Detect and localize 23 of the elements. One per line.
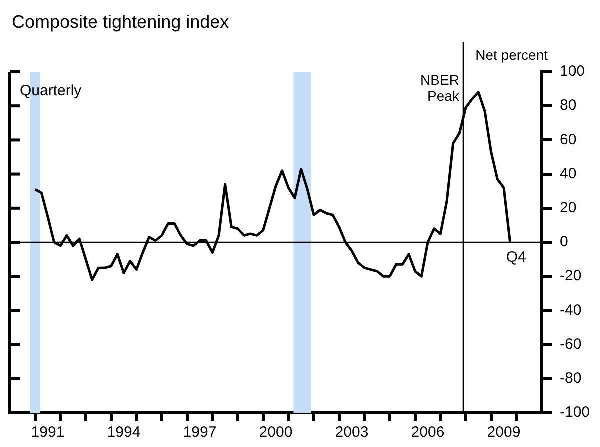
annotation: Quarterly [20,82,82,100]
x-tick-label: 1997 [183,424,217,442]
y-tick-label: -20 [560,268,582,285]
y-tick-label: 40 [560,165,577,182]
y-tick-label: -40 [560,302,582,319]
y-tick-label: 60 [560,131,577,148]
x-tick-label: 2009 [487,424,521,442]
y-tick-label: 100 [560,63,586,80]
ref-line-label: NBER Peak [420,72,460,104]
y-tick-label: -60 [560,336,582,353]
y-tick-label: -100 [560,404,590,422]
x-tick-label: 2003 [335,424,369,442]
y-tick-label: -80 [560,370,582,388]
x-tick-label: 1994 [107,424,141,442]
y-tick-label: 20 [560,200,577,217]
x-tick-label: 2000 [259,424,293,442]
y-tick-label: 0 [560,234,568,251]
chart-title: Composite tightening index [12,12,230,33]
annotation: Q4 [506,249,526,266]
x-tick-label: 1991 [31,424,65,442]
y-axis-title: Net percent [476,47,548,63]
x-tick-label: 2006 [411,424,445,442]
y-tick-label: 80 [560,97,577,114]
